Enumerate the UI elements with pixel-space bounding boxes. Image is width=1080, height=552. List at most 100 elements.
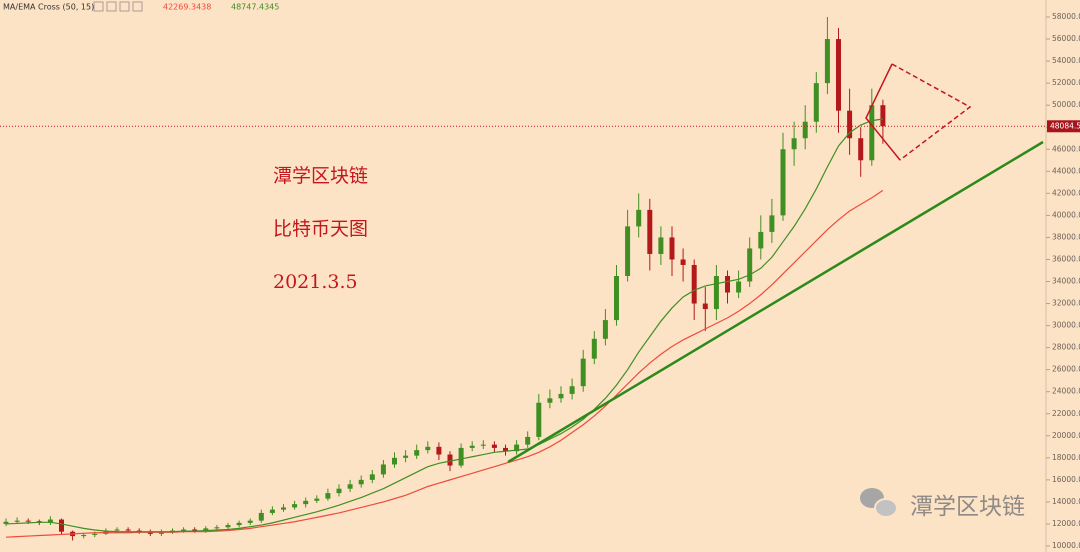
candle-body: [669, 237, 675, 260]
candle-body: [824, 39, 830, 84]
y-tick-label: 28000.00: [1052, 343, 1080, 352]
legend-button[interactable]: [106, 1, 117, 12]
candle-body: [713, 275, 719, 310]
candle-body: [292, 504, 298, 508]
candle-body: [614, 275, 619, 321]
candle-body: [3, 521, 9, 524]
y-tick-label: 30000.00: [1052, 321, 1080, 330]
candle-body: [192, 529, 198, 531]
y-tick-label: 44000.00: [1052, 166, 1080, 175]
candle-body: [214, 527, 220, 529]
candle-body: [392, 457, 397, 465]
candle-body: [769, 215, 775, 232]
candle-body: [525, 436, 531, 445]
legend-button[interactable]: [93, 1, 104, 12]
candle-body: [658, 237, 664, 254]
candle-body: [580, 358, 586, 387]
candle-body: [114, 529, 120, 531]
y-tick-label: 12000.00: [1052, 519, 1080, 528]
y-tick-label: 32000.00: [1052, 299, 1080, 308]
candle-body: [625, 226, 631, 276]
watermark: 潭学区块链: [910, 494, 1025, 520]
candle-body: [558, 393, 564, 399]
candle-body: [569, 386, 575, 394]
candle-body: [802, 121, 808, 139]
y-tick-label: 56000.00: [1052, 34, 1080, 43]
triangle-pattern: [865, 63, 972, 161]
y-tick-label: 52000.00: [1052, 78, 1080, 87]
note: 潭学区块链: [273, 165, 368, 187]
candle-body: [425, 446, 431, 451]
note: 比特币天图: [273, 218, 368, 240]
candle-body: [436, 446, 442, 455]
wechat-icon: [860, 488, 898, 518]
candle-body: [780, 149, 786, 216]
candle-body: [813, 83, 819, 122]
indicator-name: MA/EMA Cross (50, 15): [3, 3, 94, 12]
candle-body: [403, 455, 409, 458]
candle-body: [25, 520, 31, 522]
candle-body: [314, 498, 320, 501]
y-tick-label: 50000.00: [1052, 100, 1080, 109]
y-tick-label: 10000.00: [1052, 541, 1080, 550]
candle-body: [59, 519, 64, 532]
legend-value: 42269.3438: [163, 3, 211, 12]
current-price-label: 48084.50: [1050, 121, 1080, 130]
y-tick-label: 36000.00: [1052, 254, 1080, 263]
y-tick-label: 18000.00: [1052, 453, 1080, 462]
candle-body: [758, 231, 764, 249]
candle-body: [81, 534, 87, 537]
candle-body: [547, 398, 553, 403]
y-tick-label: 16000.00: [1052, 475, 1080, 484]
candle-body: [358, 479, 364, 485]
candle-body: [203, 528, 209, 531]
candle-body: [269, 509, 275, 513]
candle-body: [536, 402, 542, 437]
y-tick-label: 24000.00: [1052, 387, 1080, 396]
moving-average: [5, 118, 883, 533]
candle-body: [369, 474, 375, 480]
candle-body: [458, 447, 464, 466]
candle-body: [747, 248, 753, 282]
candle-body: [880, 105, 886, 127]
candle-body: [281, 507, 286, 510]
candle-body: [236, 522, 242, 526]
candle-body: [869, 105, 875, 161]
legend-button[interactable]: [119, 1, 130, 12]
y-tick-label: 26000.00: [1052, 365, 1080, 374]
candle-body: [347, 484, 353, 489]
current-price-box: [1047, 120, 1080, 133]
legend-button[interactable]: [132, 1, 143, 12]
y-tick-label: 22000.00: [1052, 409, 1080, 418]
candle-body: [380, 464, 386, 475]
candle-body: [125, 529, 131, 531]
y-tick-label: 14000.00: [1052, 497, 1080, 506]
candle-body: [736, 281, 742, 293]
candle-body: [225, 525, 231, 528]
candle-body: [858, 138, 864, 161]
candle-body: [92, 533, 98, 535]
candle-body: [247, 520, 253, 523]
candle-body: [414, 450, 420, 456]
candle-body: [491, 444, 497, 448]
candle-body: [14, 520, 20, 522]
legend-value: 48747.4345: [231, 3, 279, 12]
y-tick-label: 42000.00: [1052, 188, 1080, 197]
y-tick-label: 20000.00: [1052, 431, 1080, 440]
candle-body: [325, 493, 331, 499]
candle-body: [47, 519, 53, 523]
note: 2021.3.5: [273, 271, 358, 293]
candle-body: [847, 110, 853, 139]
candle-body: [791, 138, 797, 150]
candle-body: [303, 500, 309, 505]
y-tick-label: 38000.00: [1052, 232, 1080, 241]
candle-body: [836, 39, 841, 111]
candle-body: [636, 209, 642, 227]
plot: [3, 17, 886, 541]
y-tick-label: 34000.00: [1052, 277, 1080, 286]
candle-body: [725, 275, 730, 293]
candle-body: [602, 320, 608, 339]
candle-body: [447, 454, 453, 466]
